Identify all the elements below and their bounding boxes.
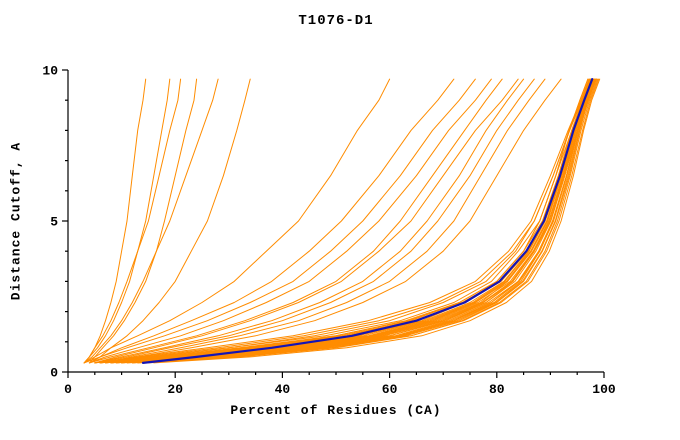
prediction-12-curve <box>110 78 593 364</box>
prediction-33-curve <box>88 78 503 364</box>
prediction-35-curve <box>88 78 492 364</box>
prediction-19-curve <box>147 78 599 364</box>
prediction-01-curve <box>99 78 589 364</box>
x-tick-label: 0 <box>64 382 72 397</box>
prediction-37-curve <box>83 78 476 364</box>
prediction-41-curve <box>83 78 147 364</box>
prediction-09-curve <box>126 78 595 364</box>
y-tick-label: 10 <box>42 64 58 79</box>
prediction-38-curve <box>94 78 519 364</box>
prediction-46-curve <box>83 78 182 364</box>
prediction-21-curve <box>126 78 595 364</box>
x-tick-label: 40 <box>275 382 291 397</box>
prediction-13-curve <box>94 78 591 364</box>
prediction-15-curve <box>105 78 593 364</box>
chart-title: T1076-D1 <box>298 13 374 29</box>
prediction-45-curve <box>88 78 251 364</box>
prediction-36-curve <box>99 78 562 364</box>
prediction-27-curve <box>131 78 597 364</box>
prediction-25-curve <box>94 78 590 364</box>
prediction-39-curve <box>83 78 391 364</box>
prediction-44-curve <box>83 78 219 364</box>
y-tick-label: 5 <box>50 215 58 230</box>
x-axis-label: Percent of Residues (CA) <box>230 403 442 418</box>
prediction-32-curve <box>99 78 546 364</box>
prediction-30-curve <box>142 78 600 364</box>
prediction-20-curve <box>110 78 594 364</box>
prediction-28-curve <box>110 78 594 364</box>
y-tick-label: 0 <box>50 366 58 381</box>
x-tick-label: 60 <box>382 382 398 397</box>
prediction-40-curve <box>88 78 455 364</box>
prediction-42-curve <box>83 78 171 364</box>
x-tick-label: 20 <box>167 382 183 397</box>
prediction-07-curve <box>105 78 589 364</box>
prediction-24-curve <box>115 78 594 364</box>
x-tick-label: 80 <box>489 382 505 397</box>
prediction-10-curve <box>99 78 590 364</box>
x-tick-label: 100 <box>592 382 616 397</box>
highlighted-model-curve <box>141 77 594 364</box>
prediction-34-curve <box>94 78 535 364</box>
prediction-43-curve <box>88 78 198 364</box>
prediction-11-curve <box>137 78 597 364</box>
prediction-26-curve <box>121 78 595 364</box>
prediction-05-curve <box>110 78 592 364</box>
prediction-18-curve <box>99 78 592 364</box>
prediction-03-curve <box>94 78 592 364</box>
y-axis-label: Distance Cutoff, A <box>8 141 24 301</box>
prediction-22-curve <box>105 78 593 364</box>
prediction-31-curve <box>94 78 525 364</box>
prediction-23-curve <box>137 78 597 364</box>
prediction-29-curve <box>153 78 601 364</box>
